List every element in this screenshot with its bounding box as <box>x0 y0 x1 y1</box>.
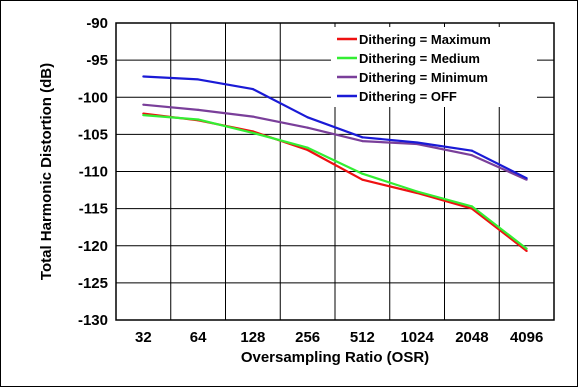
y-tick-label: -120 <box>78 238 108 255</box>
data-point <box>306 116 309 119</box>
data-point <box>306 126 309 129</box>
x-tick-label: 512 <box>350 329 375 346</box>
data-point <box>525 177 528 180</box>
y-tick-label: -90 <box>86 15 108 32</box>
legend-label: Dithering = Medium <box>359 51 480 66</box>
y-tick-label: -110 <box>79 164 108 181</box>
data-point <box>197 108 200 111</box>
legend: Dithering = Maximum Dithering = Medium Dit… <box>331 27 537 107</box>
data-point <box>142 75 145 78</box>
data-point <box>251 131 254 134</box>
x-tick-label: 4096 <box>510 329 543 346</box>
data-point <box>470 154 473 157</box>
legend-label: Dithering = OFF <box>359 89 457 104</box>
data-point <box>361 178 364 181</box>
x-axis-title: Oversampling Ratio (OSR) <box>241 349 429 366</box>
data-point <box>142 103 145 106</box>
data-point <box>306 146 309 149</box>
x-tick-label: 32 <box>135 329 152 346</box>
y-tick-label: -95 <box>86 52 108 69</box>
y-tick-label: -100 <box>78 89 108 106</box>
data-point <box>470 149 473 152</box>
data-point <box>361 172 364 175</box>
data-point <box>361 139 364 143</box>
data-point <box>251 87 254 91</box>
data-point <box>416 141 419 144</box>
data-point <box>197 78 200 81</box>
series-line-2 <box>143 114 528 250</box>
data-point <box>251 115 254 118</box>
x-tick-label: 64 <box>190 329 207 346</box>
data-point <box>416 190 419 193</box>
plot-area <box>115 22 555 321</box>
x-tick-label: 2048 <box>455 329 488 346</box>
legend-label: Dithering = Minimum <box>359 70 488 85</box>
y-axis-title: Total Harmonic Distortion (dB) <box>38 63 55 280</box>
legend-label: Dithering = Maximum <box>359 32 491 47</box>
y-tick-label: -105 <box>78 126 108 143</box>
y-tick-label: -130 <box>78 312 108 329</box>
data-point <box>306 148 309 152</box>
data-point <box>197 118 200 121</box>
series-lines <box>142 75 528 253</box>
legend-background <box>331 27 537 107</box>
x-tick-label: 1024 <box>400 329 434 346</box>
grid <box>116 22 554 321</box>
data-point <box>525 247 528 250</box>
data-point <box>361 136 364 139</box>
series-line-4 <box>143 75 528 180</box>
x-axis-ticks: 32 64 128 256 512 1024 2048 4096 <box>135 329 543 346</box>
y-axis-ticks: -90 -95 -100 -105 -110 -115 -120 -125 -130 <box>78 15 108 329</box>
y-tick-label: -115 <box>79 201 108 218</box>
data-point <box>470 205 473 208</box>
data-point <box>142 113 145 117</box>
x-tick-label: 256 <box>295 329 320 346</box>
y-tick-label: -125 <box>78 275 108 292</box>
series-line-3 <box>143 103 528 181</box>
x-tick-label: 128 <box>240 329 265 346</box>
data-point <box>525 249 528 253</box>
